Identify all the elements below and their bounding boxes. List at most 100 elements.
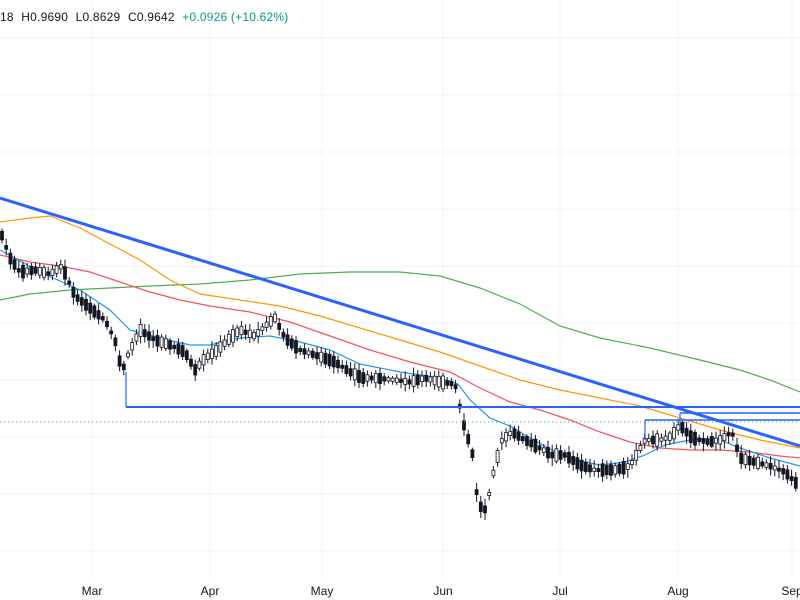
x-tick-label: Mar (82, 584, 103, 598)
candle-body (512, 428, 517, 439)
candle-body (369, 375, 374, 381)
candle-body (558, 450, 563, 460)
candle-body (373, 373, 378, 384)
candle-body (163, 338, 168, 349)
candle-body (533, 438, 538, 453)
candle-body (621, 461, 626, 475)
candlesticks (0, 228, 798, 520)
candle-body (466, 434, 471, 445)
candle-body (294, 340, 298, 354)
candle-body (520, 436, 525, 442)
candle-body (214, 344, 219, 357)
candle-body (756, 456, 760, 469)
candle-body (562, 452, 567, 458)
candle-body (50, 268, 55, 276)
candle-body (105, 320, 109, 328)
candle-body (709, 435, 714, 447)
candle-body (655, 433, 660, 447)
candle-body (726, 432, 731, 437)
candle-body (126, 352, 130, 358)
candle-body (281, 332, 286, 338)
ohlc-change: +0.0926 (+10.62%) (182, 10, 289, 24)
x-tick-label: Jul (552, 584, 567, 598)
candle-body (71, 286, 76, 298)
moving-average-long-line (0, 271, 800, 393)
candle-body (63, 266, 67, 280)
x-tick-label: Apr (201, 584, 220, 598)
candle-body (315, 352, 319, 360)
candle-body (130, 342, 135, 351)
candle-body (596, 468, 601, 472)
ohlc-open-fragment: 18 (0, 10, 14, 24)
candle-body (134, 333, 139, 342)
candle-body (168, 340, 172, 350)
candle-body (33, 266, 38, 274)
candle-body (504, 432, 508, 442)
candle-body (550, 451, 555, 459)
ohlc-readout: 18 H0.9690 L0.8629 C0.9642 +0.0926 (+10.… (0, 10, 292, 24)
candle-body (197, 360, 202, 369)
candle-body (222, 339, 227, 347)
candle-body (16, 268, 21, 273)
candle-body (247, 329, 252, 339)
candle-body (46, 271, 51, 276)
candle-body (399, 378, 403, 383)
drawing-overlays[interactable] (0, 196, 800, 448)
candle-body (684, 427, 689, 437)
candle-body (54, 265, 59, 274)
candle-body (390, 377, 395, 382)
moving-average-slow-line (0, 215, 800, 449)
candle-body (625, 463, 630, 470)
candle-body (268, 316, 273, 327)
candle-body (352, 368, 357, 381)
candle-body (735, 444, 739, 452)
candle-body (79, 297, 84, 306)
candle-body (424, 374, 429, 382)
candle-body (554, 448, 559, 462)
candle-body (243, 329, 248, 335)
candle-body (92, 305, 97, 318)
candle-body (516, 431, 521, 441)
candle-body (415, 374, 420, 386)
candle-body (172, 344, 177, 350)
candle-body (138, 323, 143, 337)
candle-body (785, 469, 790, 480)
candle-body (84, 298, 88, 311)
candle-body (201, 354, 206, 366)
candle-body (142, 329, 147, 338)
candle-body (634, 449, 639, 461)
candle-body (336, 359, 340, 369)
candle-body (4, 245, 9, 250)
descending-trendline (0, 196, 800, 448)
candle-body (428, 376, 433, 383)
x-tick-label: May (311, 584, 334, 598)
candle-body (743, 453, 748, 466)
candle-body (344, 365, 349, 374)
candle-body (306, 350, 311, 356)
candle-body (592, 467, 597, 472)
candle-body (8, 252, 13, 265)
candle-body (277, 322, 282, 330)
candle-body (474, 489, 479, 496)
candle-body (382, 376, 387, 382)
candle-body (730, 432, 735, 437)
candle-body (571, 456, 576, 465)
candle-body (193, 364, 198, 376)
candle-body (495, 450, 500, 463)
candle-body (403, 377, 408, 385)
candle-body (579, 459, 584, 472)
candle-body (25, 267, 30, 275)
candle-body (340, 364, 345, 369)
candle-body (21, 264, 25, 279)
candle-body (210, 348, 214, 359)
candle-body (697, 437, 702, 443)
candle-body (420, 375, 424, 382)
candle-body (256, 329, 261, 337)
candle-body (348, 368, 353, 377)
candle-body (609, 464, 613, 476)
ohlc-close: C0.9642 (127, 10, 175, 24)
candle-body (407, 379, 412, 385)
candle-body (491, 469, 496, 477)
candle-body (235, 327, 240, 338)
